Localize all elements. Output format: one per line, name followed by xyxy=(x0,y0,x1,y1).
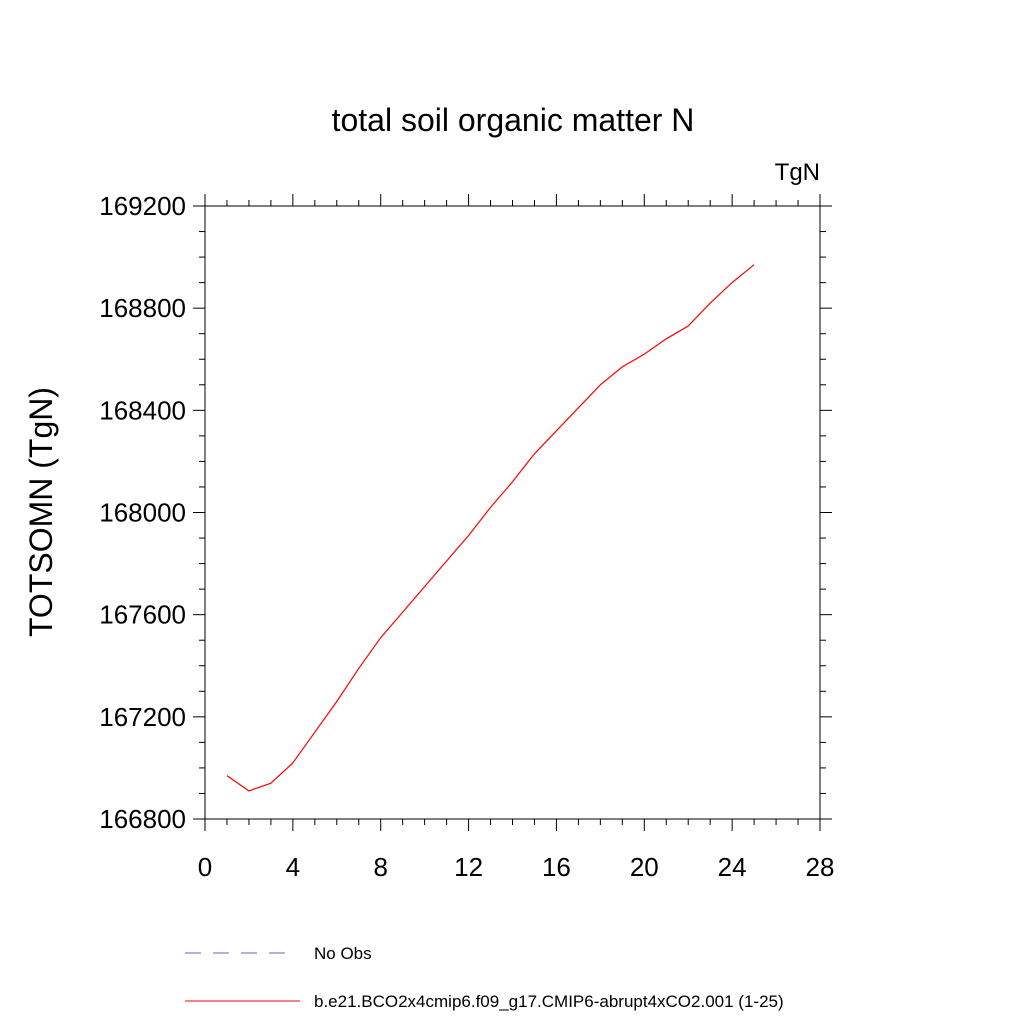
series-layer xyxy=(226,264,755,792)
series-line-0 xyxy=(226,264,755,792)
y-tick-label: 169200 xyxy=(99,191,186,221)
chart-title: total soil organic matter N xyxy=(332,102,695,138)
x-tick-label: 20 xyxy=(630,852,659,882)
y-tick-label: 168400 xyxy=(99,395,186,425)
x-tick-label: 16 xyxy=(542,852,571,882)
x-tick-label: 0 xyxy=(198,852,212,882)
y-tick-label: 168800 xyxy=(99,293,186,323)
y-axis-label: TOTSOMN (TgN) xyxy=(23,387,59,637)
x-tick-label: 28 xyxy=(806,852,835,882)
x-tick-label: 8 xyxy=(373,852,387,882)
y-tick-label: 166800 xyxy=(99,804,186,834)
x-tick-label: 4 xyxy=(286,852,300,882)
axis-ticks xyxy=(193,194,832,831)
legend-label-no-obs: No Obs xyxy=(314,944,372,963)
y-tick-label: 167200 xyxy=(99,702,186,732)
y-tick-label: 167600 xyxy=(99,600,186,630)
y-tick-label: 168000 xyxy=(99,498,186,528)
axis-tick-labels: 0 4 8 12 16 20 24 28 166800 167200 167600 168000 168… xyxy=(99,191,834,882)
plot-frame xyxy=(204,205,821,820)
legend: No Obs b.e21.BCO2x4cmip6.f09_g17.CMIP6-a… xyxy=(185,944,784,1011)
legend-label-series: b.e21.BCO2x4cmip6.f09_g17.CMIP6-abrupt4x… xyxy=(314,992,784,1011)
x-tick-label: 12 xyxy=(454,852,483,882)
units-label: TgN xyxy=(775,159,820,186)
x-tick-label: 24 xyxy=(718,852,747,882)
